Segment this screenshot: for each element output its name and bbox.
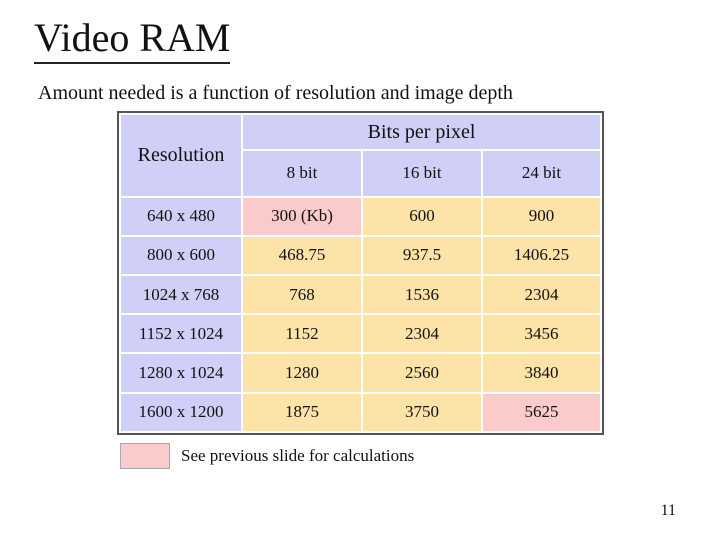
table-row: 640 x 480 300 (Kb) 600 900: [119, 195, 603, 237]
value-cell: 5625: [480, 391, 603, 434]
value-cell: 600: [361, 195, 483, 237]
resolution-cell: 1024 x 768: [119, 273, 243, 316]
legend-swatch: [120, 443, 170, 469]
video-ram-table: Resolution Bits per pixel 8 bit 16 bit 2…: [116, 111, 605, 435]
slide-title: Video RAM: [34, 14, 231, 64]
legend-text: See previous slide for calculations: [181, 446, 415, 465]
value-cell: 768: [241, 273, 363, 316]
resolution-cell: 640 x 480: [119, 195, 243, 237]
value-cell: 2560: [361, 352, 483, 394]
page-number: 11: [660, 502, 676, 519]
value-cell: 1406.25: [480, 234, 603, 276]
value-cell: 1875: [241, 391, 363, 434]
table-row: 1600 x 1200 1875 3750 5625: [119, 391, 603, 434]
value-cell: 937.5: [361, 234, 483, 276]
value-cell: 2304: [480, 273, 603, 316]
depth-header-8bit: 8 bit: [241, 149, 363, 198]
bits-per-pixel-header: Bits per pixel: [240, 112, 603, 152]
resolution-cell: 1600 x 1200: [119, 391, 243, 434]
value-cell: 468.75: [241, 234, 363, 276]
value-cell: 1280: [241, 352, 363, 394]
value-cell: 3456: [480, 313, 603, 355]
resolution-header: Resolution: [119, 113, 243, 198]
value-cell: 900: [480, 195, 603, 237]
depth-header-24bit: 24 bit: [480, 149, 603, 198]
resolution-cell: 1280 x 1024: [119, 352, 243, 394]
resolution-cell: 800 x 600: [119, 234, 243, 276]
value-cell: 1152: [241, 313, 363, 355]
table-row: 800 x 600 468.75 937.5 1406.25: [119, 234, 603, 276]
table-row: 1280 x 1024 1280 2560 3840: [119, 352, 603, 394]
value-cell: 300 (Kb): [241, 195, 363, 237]
value-cell: 3750: [361, 391, 483, 434]
depth-header-16bit: 16 bit: [361, 149, 483, 198]
table-row: 1152 x 1024 1152 2304 3456: [119, 313, 603, 355]
value-cell: 3840: [480, 352, 603, 394]
slide-subtitle: Amount needed is a function of resolutio…: [38, 82, 513, 104]
resolution-cell: 1152 x 1024: [119, 313, 243, 355]
table-row: 1024 x 768 768 1536 2304: [119, 273, 603, 316]
value-cell: 1536: [361, 273, 483, 316]
value-cell: 2304: [361, 313, 483, 355]
